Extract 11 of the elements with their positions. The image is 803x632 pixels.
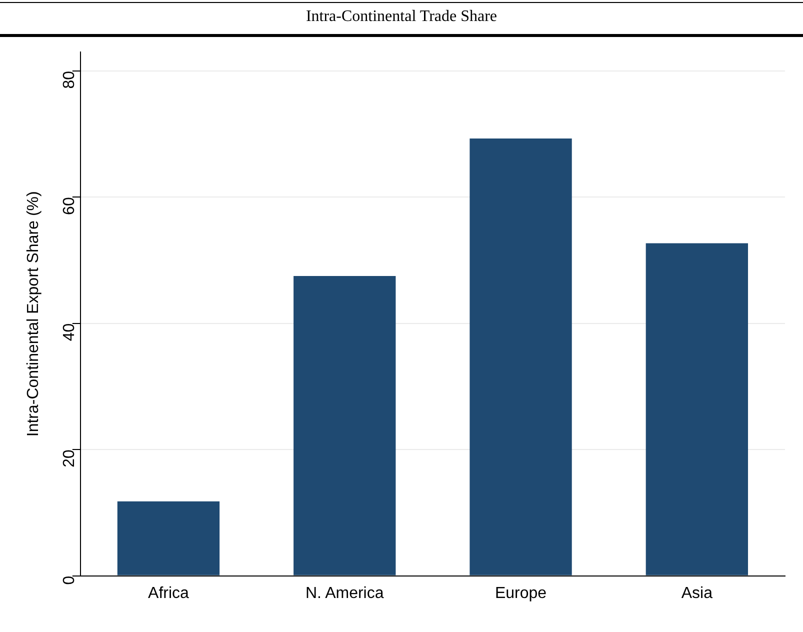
y-axis-title: Intra-Continental Export Share (%)	[25, 191, 42, 437]
y-tick-label: 40	[60, 323, 78, 342]
x-tick-label: Europe	[494, 584, 547, 602]
y-tick-label: 0	[60, 576, 78, 585]
x-tick-label: Africa	[148, 584, 190, 602]
x-tick-label: N. America	[306, 584, 384, 602]
y-tick-label: 60	[60, 197, 78, 215]
x-tick-label: Asia	[681, 584, 713, 602]
y-tick-label: 20	[60, 449, 78, 468]
chart-title: Intra-Continental Trade Share	[0, 2, 803, 37]
y-tick-label: 80	[60, 70, 78, 89]
